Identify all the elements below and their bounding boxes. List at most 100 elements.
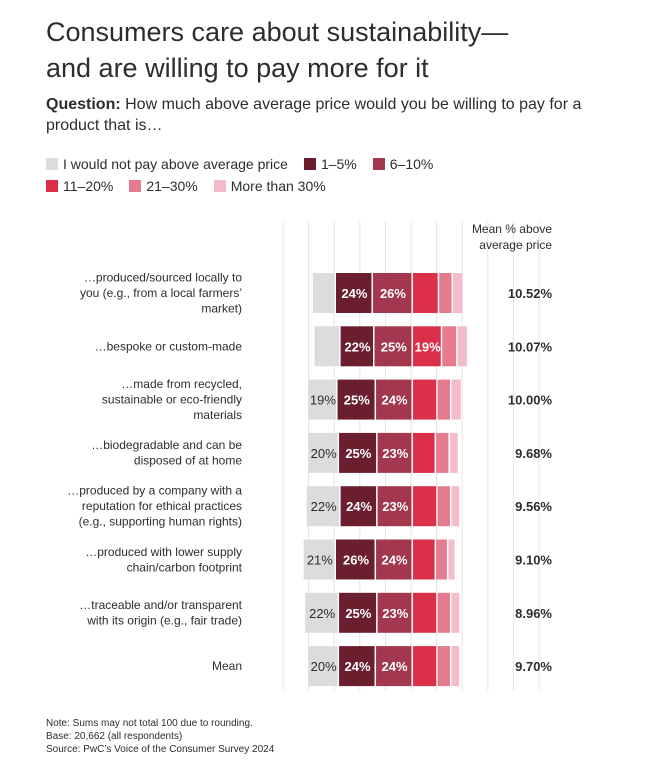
category-label: …produced/sourced locally to bbox=[84, 271, 242, 285]
bar-segment bbox=[413, 432, 435, 473]
legend-swatch bbox=[213, 180, 226, 192]
bar-segment bbox=[453, 273, 463, 313]
bar-segment bbox=[340, 486, 377, 527]
bar-segment bbox=[437, 379, 450, 420]
note-source: Source: PwC’s Voice of the Consumer Surv… bbox=[46, 744, 275, 755]
bar-segment bbox=[337, 379, 375, 420]
legend-item-2: 1–5% bbox=[303, 153, 357, 175]
bar-segment bbox=[413, 379, 437, 420]
legend: I would not pay above average price 1–5% 6… bbox=[46, 153, 626, 197]
bar-segment bbox=[437, 646, 450, 687]
bar-segment bbox=[436, 432, 449, 473]
bar-segment bbox=[306, 486, 340, 527]
bar-segment bbox=[449, 432, 458, 473]
mean-value: 8.96% bbox=[515, 606, 552, 621]
bar-segment bbox=[376, 539, 412, 580]
category-label: Mean bbox=[212, 659, 242, 673]
legend-label: I would not pay above average price bbox=[63, 156, 288, 172]
legend-label: 21–30% bbox=[146, 178, 198, 194]
legend-swatch bbox=[46, 158, 58, 170]
data-label: 24% bbox=[341, 286, 367, 301]
bar-segment bbox=[451, 486, 460, 527]
category-label: you (e.g., from a local farmers’ bbox=[80, 286, 242, 300]
bar-segment bbox=[437, 486, 450, 527]
bar-segment bbox=[457, 326, 467, 367]
legend-swatch bbox=[129, 180, 142, 192]
data-label: 22% bbox=[311, 499, 337, 514]
legend-item-5: 21–30% bbox=[129, 175, 198, 197]
mean-value: 10.00% bbox=[508, 393, 553, 408]
bar-segment bbox=[314, 326, 340, 367]
bar-segment bbox=[308, 379, 337, 420]
category-label: …traceable and/or transparent bbox=[79, 598, 242, 612]
bar-segment bbox=[308, 646, 338, 687]
bar-segment bbox=[305, 592, 338, 633]
data-label: 24% bbox=[382, 393, 408, 408]
bar-segment bbox=[442, 326, 457, 367]
category-label: …biodegradable and can be bbox=[91, 438, 242, 452]
bar-segment bbox=[413, 486, 437, 527]
bar-segment bbox=[336, 273, 372, 313]
legend-swatch bbox=[46, 180, 58, 192]
legend-label: More than 30% bbox=[230, 178, 326, 194]
data-label: 26% bbox=[343, 553, 369, 568]
bar-segment bbox=[439, 273, 452, 313]
note-base: Base: 20,662 (all respondents) bbox=[46, 731, 183, 742]
category-label: sustainable or eco-friendly bbox=[102, 393, 242, 407]
bar-segment bbox=[336, 539, 375, 580]
bar-segment bbox=[448, 539, 455, 580]
data-label: 19% bbox=[310, 393, 336, 408]
data-label: 23% bbox=[382, 606, 408, 621]
legend-swatch bbox=[372, 158, 385, 170]
bar-segment bbox=[377, 592, 412, 633]
mean-value: 9.68% bbox=[515, 446, 552, 461]
mean-header-line: Mean % above bbox=[472, 222, 552, 236]
chart-title: Consumers care about sustainability— and… bbox=[46, 14, 626, 86]
data-label: 22% bbox=[309, 606, 335, 621]
mean-value: 10.52% bbox=[508, 286, 553, 301]
mean-value: 9.56% bbox=[515, 499, 552, 514]
bar-segment bbox=[303, 539, 335, 580]
category-label: …produced by a company with a bbox=[67, 484, 242, 498]
category-label: market) bbox=[201, 302, 242, 316]
mean-header-line: average price bbox=[479, 238, 552, 252]
title-line-2: and are willing to pay more for it bbox=[46, 53, 429, 83]
data-label: 24% bbox=[346, 499, 372, 514]
data-label: 22% bbox=[345, 339, 371, 354]
bar-segment bbox=[377, 486, 412, 527]
bar-segment bbox=[413, 539, 435, 580]
data-label: 25% bbox=[344, 393, 370, 408]
legend-label: 1–5% bbox=[320, 156, 357, 172]
bar-segment bbox=[451, 379, 461, 420]
category-label: reputation for ethical practices bbox=[82, 499, 242, 513]
data-label: 20% bbox=[311, 446, 337, 461]
bar-segment bbox=[339, 646, 375, 687]
category-label: disposed of at home bbox=[134, 454, 242, 468]
bar-segment bbox=[374, 326, 412, 367]
data-label: 24% bbox=[382, 553, 408, 568]
data-label: 24% bbox=[345, 659, 371, 674]
bar-segment bbox=[312, 273, 335, 313]
category-label: …made from recycled, bbox=[121, 377, 242, 391]
category-label: …bespoke or custom-made bbox=[95, 339, 243, 353]
question-label: Question: bbox=[46, 96, 121, 113]
category-label: …produced with lower supply bbox=[85, 545, 242, 559]
mean-value: 9.70% bbox=[515, 659, 552, 674]
legend-label: 11–20% bbox=[63, 178, 114, 194]
data-label: 26% bbox=[380, 286, 406, 301]
data-label: 25% bbox=[345, 446, 371, 461]
data-label: 19% bbox=[415, 339, 441, 354]
bar-segment bbox=[413, 592, 437, 633]
data-label: 24% bbox=[382, 659, 408, 674]
bar-segment bbox=[376, 646, 412, 687]
note-rounding: Note: Sums may not total 100 due to roun… bbox=[46, 718, 253, 729]
bar-segment bbox=[377, 432, 412, 473]
bar-segment bbox=[340, 326, 373, 367]
bar-segment bbox=[413, 273, 438, 313]
category-label: (e.g., supporting human rights) bbox=[79, 515, 242, 529]
legend-label: 6–10% bbox=[389, 156, 434, 172]
data-label: 25% bbox=[381, 339, 407, 354]
category-label: chain/carbon footprint bbox=[127, 560, 243, 574]
data-label: 20% bbox=[311, 659, 337, 674]
